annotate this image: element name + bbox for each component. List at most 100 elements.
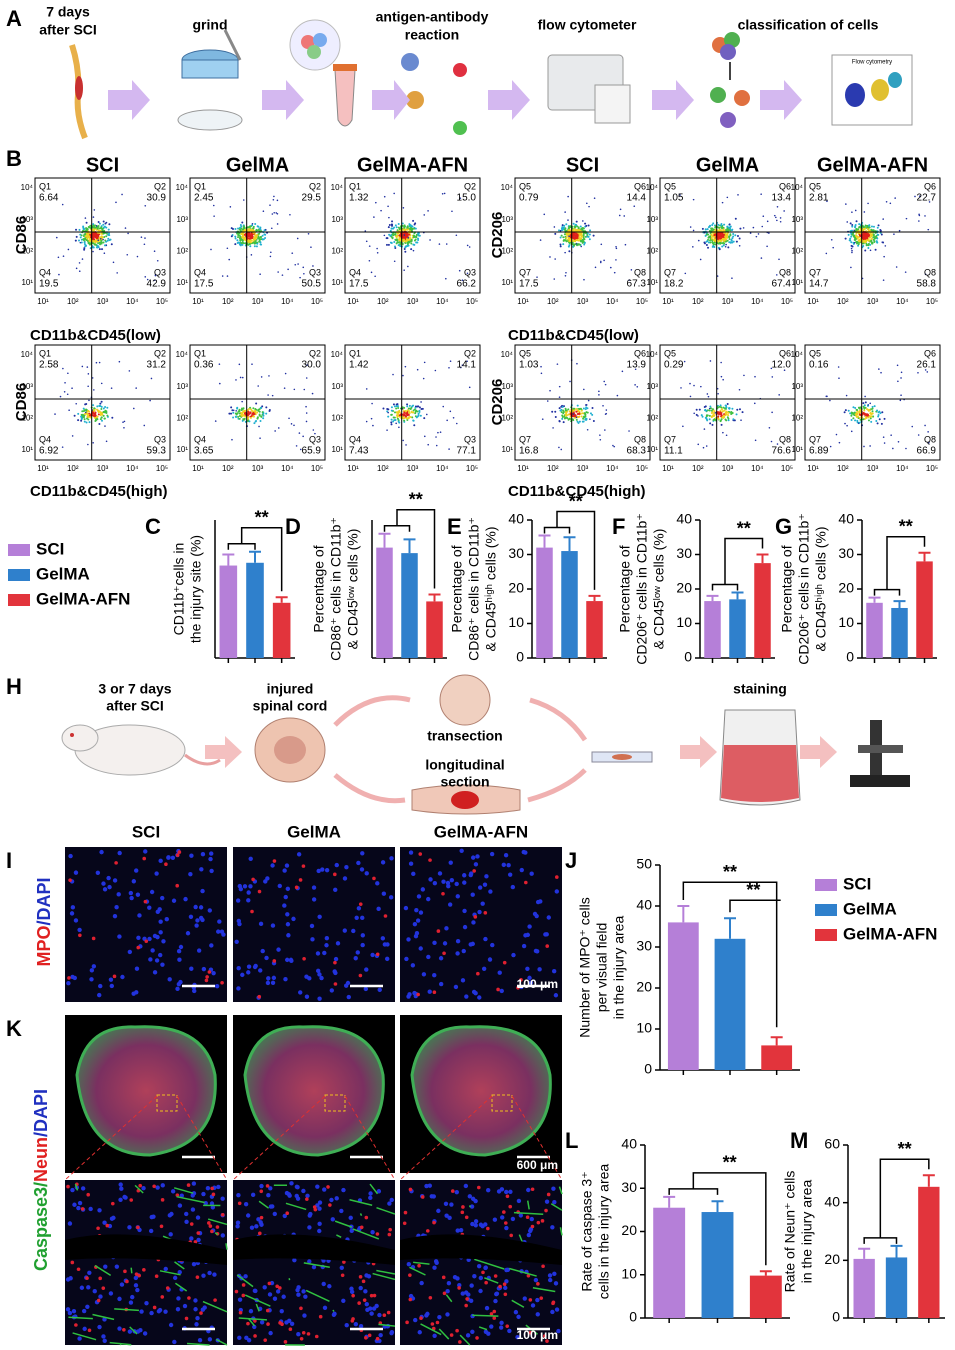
nucleus (272, 1296, 278, 1301)
axis-tick-label: 10² (791, 413, 803, 422)
event-dot (80, 234, 83, 237)
nucleus (418, 910, 424, 915)
event-dot (583, 243, 586, 246)
nucleus (469, 1283, 474, 1288)
event-dot (883, 417, 886, 420)
nucleus (129, 895, 134, 901)
nucleus (194, 1322, 199, 1327)
nucleus (388, 895, 394, 900)
stain-dot (220, 980, 224, 985)
axis-tick-label: 10³ (97, 297, 109, 306)
panel-label: K (6, 1016, 22, 1041)
event-dot (248, 420, 251, 423)
bar (761, 1045, 793, 1070)
nucleus (198, 905, 204, 910)
event-dot (242, 418, 245, 421)
event-dot (718, 228, 721, 231)
event-dot (726, 196, 729, 199)
event-dot (564, 251, 566, 254)
stain-dot (258, 1231, 262, 1236)
stain-dot (67, 976, 71, 980)
event-dot (408, 415, 411, 418)
event-dot (862, 225, 865, 228)
event-dot (247, 413, 250, 416)
event-dot (713, 235, 716, 238)
event-dot (412, 411, 415, 414)
event-dot (255, 402, 258, 405)
y-tick-label: 0 (684, 649, 692, 665)
event-dot (711, 241, 714, 244)
event-dot (371, 402, 373, 405)
nucleus (432, 1265, 437, 1270)
event-dot (721, 415, 724, 418)
nucleus (177, 1203, 183, 1208)
event-dot (101, 248, 104, 251)
nucleus (462, 873, 467, 878)
event-dot (738, 244, 741, 247)
nucleus (172, 1339, 177, 1345)
nucleus (341, 1187, 346, 1193)
event-dot (572, 229, 575, 232)
nucleus (127, 1225, 132, 1230)
event-dot (563, 224, 566, 227)
axis-tick-label: 10¹ (646, 278, 658, 287)
event-dot (725, 229, 728, 232)
event-dot (386, 410, 389, 413)
nucleus (413, 934, 419, 939)
event-dot (591, 407, 594, 410)
event-dot (689, 226, 692, 228)
event-dot (857, 243, 860, 246)
event-dot (712, 419, 715, 422)
event-dot (727, 411, 730, 414)
nucleus (432, 940, 437, 946)
event-dot (306, 364, 309, 366)
event-dot (255, 420, 258, 423)
stain-dot (246, 1321, 250, 1326)
event-dot (415, 234, 418, 237)
event-dot (702, 446, 705, 449)
event-dot (884, 245, 887, 247)
nucleus (209, 943, 214, 948)
event-dot (259, 437, 261, 439)
event-dot (573, 407, 576, 410)
event-dot (560, 234, 563, 237)
event-dot (57, 256, 60, 259)
event-dot (423, 435, 426, 438)
event-dot (441, 193, 444, 195)
stain-dot (160, 1295, 165, 1299)
event-dot (881, 241, 884, 243)
event-dot (583, 412, 586, 415)
event-dot (863, 413, 866, 416)
nucleus (484, 874, 489, 879)
nucleus (308, 1211, 313, 1217)
nucleus (154, 871, 159, 876)
nucleus (193, 1307, 198, 1312)
event-dot (577, 416, 580, 419)
nucleus (387, 1201, 392, 1206)
panel-label: A (6, 6, 22, 31)
event-dot (103, 235, 106, 238)
event-dot (466, 244, 469, 247)
axis-tick-label: 10³ (21, 215, 33, 224)
event-dot (704, 234, 707, 237)
event-dot (565, 416, 568, 419)
event-dot (572, 419, 575, 422)
event-dot (149, 399, 151, 402)
nucleus (246, 898, 251, 903)
event-dot (435, 436, 437, 438)
nucleus (334, 1196, 339, 1201)
event-dot (589, 229, 592, 232)
stain-dot (539, 1296, 544, 1300)
bar (426, 601, 443, 658)
stain-dot (204, 978, 209, 983)
nucleus (546, 915, 551, 920)
event-dot (85, 244, 88, 247)
event-dot (872, 415, 875, 418)
quadrant-value: 14.7 (809, 279, 829, 290)
event-dot (390, 235, 393, 238)
event-dot (562, 236, 565, 239)
nucleus (344, 865, 349, 870)
event-dot (88, 399, 90, 402)
group-header: GelMA-AFN (434, 822, 528, 841)
nucleus (177, 957, 182, 962)
